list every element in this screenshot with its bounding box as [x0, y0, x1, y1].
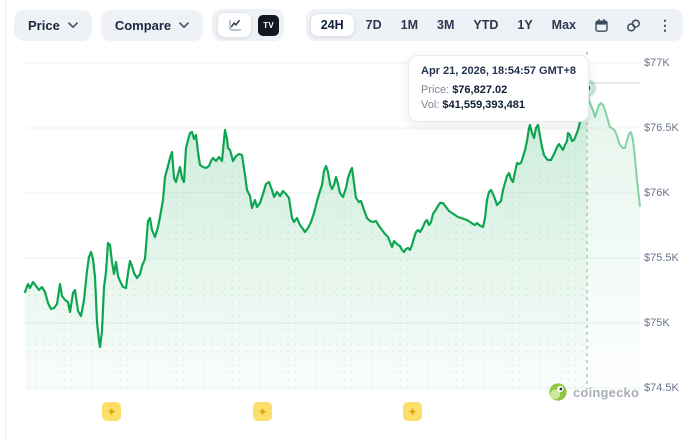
range-button-max[interactable]: Max	[544, 13, 584, 37]
tooltip-timestamp: Apr 21, 2026, 18:54:57 GMT+8	[421, 65, 576, 77]
range-button-7d[interactable]: 7D	[358, 13, 390, 37]
link-icon	[627, 18, 640, 32]
compare-dropdown-button[interactable]: Compare	[100, 9, 204, 41]
price-dropdown-button[interactable]: Price	[14, 9, 92, 41]
coingecko-logo-icon	[549, 383, 567, 401]
time-range-selector: 24H 7D 1M 3M YTD 1Y Max ⋮	[305, 9, 683, 41]
y-axis-label: $75K	[644, 317, 670, 329]
chart-type-toggle: TV	[212, 9, 285, 41]
share-link-button[interactable]	[619, 14, 648, 37]
tooltip-volume-row: Vol: $41,559,393,481	[421, 99, 576, 111]
range-button-3m[interactable]: 3M	[429, 13, 462, 37]
y-axis-label: $74.5K	[644, 382, 679, 394]
event-badge[interactable]: ✦	[403, 402, 422, 421]
tradingview-icon: TV	[263, 20, 275, 30]
area-fill-dots	[25, 88, 587, 390]
tooltip-volume-value: $41,559,393,481	[442, 99, 526, 111]
tradingview-chart-button[interactable]: TV	[258, 14, 280, 36]
y-axis-label: $76K	[644, 187, 670, 199]
y-axis-label: $77K	[644, 57, 670, 69]
range-button-ytd[interactable]: YTD	[465, 13, 506, 37]
range-button-1m[interactable]: 1M	[393, 13, 426, 37]
tooltip-volume-label: Vol:	[421, 99, 440, 111]
line-chart-type-button[interactable]	[217, 12, 253, 38]
page-left-border	[5, 0, 6, 438]
chart-tooltip: Apr 21, 2026, 18:54:57 GMT+8 Price: $76,…	[408, 55, 589, 122]
compare-dropdown-label: Compare	[114, 17, 172, 33]
event-badge[interactable]: ✦	[102, 402, 121, 421]
sparkle-icon: ✦	[257, 404, 268, 419]
price-line	[23, 86, 589, 349]
tooltip-price-label: Price:	[421, 84, 450, 96]
chevron-down-icon	[67, 21, 78, 28]
chevron-down-icon	[179, 21, 190, 28]
chart-toolbar: Price Compare TV 24H 7D 1M 3M YTD 1Y	[0, 0, 694, 41]
event-badge[interactable]: ✦	[253, 402, 272, 421]
sparkle-icon: ✦	[407, 404, 418, 419]
coingecko-watermark: coingecko	[549, 383, 639, 401]
kebab-menu-icon: ⋮	[658, 17, 672, 33]
range-button-24h[interactable]: 24H	[309, 13, 355, 37]
price-line-faded	[586, 87, 641, 207]
more-options-button[interactable]: ⋮	[651, 14, 679, 36]
custom-date-range-button[interactable]	[587, 14, 616, 37]
area-fill-faded	[587, 88, 640, 390]
range-button-1y[interactable]: 1Y	[509, 13, 540, 37]
y-axis-label: $75.5K	[644, 252, 679, 264]
tooltip-price-value: $76,827.02	[452, 84, 508, 96]
price-dropdown-label: Price	[28, 17, 60, 33]
y-axis-label: $76.5K	[644, 122, 679, 134]
line-chart-icon	[229, 19, 241, 31]
calendar-icon	[595, 18, 608, 32]
tooltip-price-row: Price: $76,827.02	[421, 84, 576, 96]
sparkle-icon: ✦	[106, 404, 117, 419]
coingecko-watermark-text: coingecko	[573, 384, 640, 400]
